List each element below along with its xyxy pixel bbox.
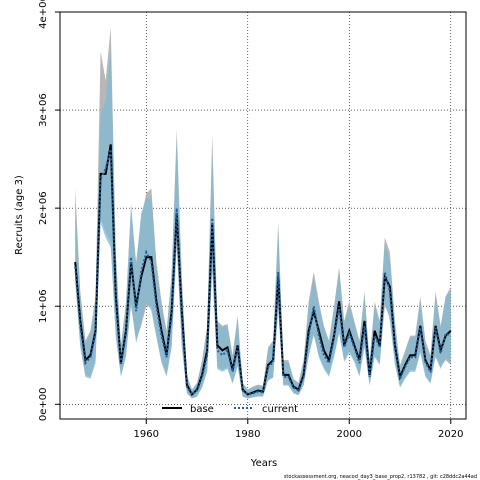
y-axis-ticks: 0e+00 1e+06 2e+06 3e+06 4e+06: [38, 0, 60, 421]
y-tick-label-1: 1e+06: [38, 289, 49, 323]
x-tick-label-1: 1980: [235, 429, 260, 440]
plot-frame: [59, 11, 467, 420]
y-tick-label-4: 4e+06: [38, 0, 49, 29]
series-line-current: [74, 149, 452, 396]
y-tick-label-3: 3e+06: [38, 93, 49, 127]
footer-text: stockassessment.org, neacod_day3_base_pr…: [284, 474, 477, 480]
x-tick-label-0: 1960: [134, 429, 159, 440]
x-tick-label-3: 2020: [438, 429, 463, 440]
x-tick-label-2: 2000: [337, 429, 362, 440]
series-lines: [74, 144, 452, 397]
band-current: [75, 51, 451, 399]
x-axis-ticks: 1960 1980 2000 2020: [134, 419, 464, 440]
confidence-bands: [75, 26, 451, 399]
x-axis-title: Years: [250, 458, 277, 469]
legend-label-base: base: [190, 404, 214, 415]
y-tick-label-0: 0e+00: [38, 387, 49, 421]
y-axis-title: Recruits (age 3): [14, 175, 25, 255]
legend-label-current: current: [262, 404, 298, 415]
y-tick-label-2: 2e+06: [38, 191, 49, 225]
legend: base current: [162, 404, 298, 415]
